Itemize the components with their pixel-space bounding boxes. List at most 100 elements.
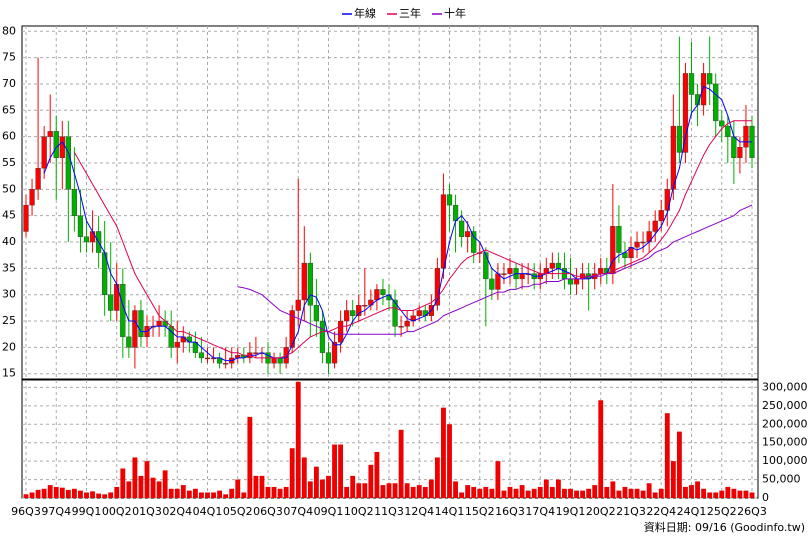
volume-bar	[453, 481, 458, 498]
volume-bar	[598, 400, 604, 498]
x-tick-label: 24Q1	[677, 505, 707, 518]
x-tick-label: 00Q2	[102, 505, 132, 518]
volume-bar	[380, 485, 386, 498]
volume-bar	[465, 485, 471, 498]
candle-body	[83, 236, 90, 243]
candle-body	[29, 189, 35, 206]
volume-bar	[392, 483, 398, 498]
volume-bar	[428, 479, 434, 498]
candle-body	[319, 320, 326, 353]
candle-body	[344, 310, 350, 322]
y-tick-label: 55	[2, 156, 16, 169]
candle-body	[23, 204, 29, 232]
volume-bar	[307, 481, 313, 498]
x-tick-label: 09Q1	[314, 505, 344, 518]
volume-bar	[713, 492, 719, 498]
volume-bar	[701, 488, 707, 498]
volume-bar	[622, 486, 628, 498]
y-tick-label: 50	[2, 182, 16, 195]
volume-bar	[23, 494, 29, 498]
volume-bar	[652, 492, 658, 498]
candle-body	[47, 131, 53, 137]
volume-bar	[350, 475, 356, 498]
y-tick-label: 80	[2, 24, 16, 37]
candle-body	[713, 83, 719, 122]
candle-body	[519, 273, 525, 280]
volume-bar	[338, 444, 344, 498]
candle-body	[41, 136, 47, 169]
volume-bar	[543, 479, 549, 498]
volume-bar	[84, 492, 89, 498]
volume-bar	[676, 431, 682, 498]
volume-bar	[507, 486, 513, 498]
candle-body	[289, 310, 295, 348]
candle-body	[223, 362, 229, 365]
volume-bar	[29, 492, 35, 498]
candle-body	[610, 226, 616, 274]
volume-bar	[259, 475, 265, 498]
legend-label: 三年	[399, 6, 421, 20]
candle-body	[507, 268, 513, 274]
y-tick-label: 75	[2, 51, 16, 64]
volume-bar	[368, 464, 374, 498]
y-tick-label: 60	[2, 130, 16, 143]
x-tick-label: 97Q4	[41, 505, 71, 518]
volume-bar	[253, 475, 259, 498]
volume-bar	[313, 466, 319, 498]
volume-bar	[144, 461, 150, 498]
volume-bar	[180, 485, 186, 498]
candle-body	[331, 341, 338, 364]
candle-body	[138, 310, 144, 338]
volume-bar	[416, 485, 422, 498]
volume-bar	[289, 448, 295, 498]
volume-bar	[205, 492, 210, 498]
volume-bar	[610, 481, 616, 498]
candle-body	[549, 262, 555, 269]
candle-body	[452, 204, 459, 222]
volume-bar	[356, 483, 362, 498]
volume-panel	[21, 379, 759, 499]
volume-bar	[737, 490, 743, 498]
candle-body	[362, 305, 368, 307]
candle-body	[707, 73, 713, 85]
x-tick-label: 19Q1	[556, 505, 586, 518]
candle-body	[295, 299, 301, 311]
volume-bar	[41, 488, 47, 498]
volume-bar	[634, 488, 640, 498]
candle-body	[126, 336, 132, 348]
x-tick-label: 04Q1	[193, 505, 223, 518]
candle-body	[670, 125, 676, 190]
candle-body	[271, 357, 277, 364]
volume-bar	[47, 485, 53, 498]
volume-bar	[471, 486, 477, 498]
volume-bar	[374, 451, 380, 498]
volume-bar	[78, 490, 83, 498]
x-tick-label: 96Q3	[11, 505, 41, 518]
volume-bar	[108, 492, 114, 498]
x-tick-label: 21Q3	[616, 505, 646, 518]
candle-body	[676, 125, 683, 153]
volume-bar	[477, 488, 483, 498]
x-tick-label: 25Q2	[707, 505, 737, 518]
candle-body	[634, 241, 640, 248]
y2-tick-label: 250,000	[762, 399, 808, 412]
volume-bar	[174, 488, 180, 498]
volume-bar	[277, 488, 283, 498]
x-tick-label: 17Q4	[525, 505, 555, 518]
x-tick-label: 99Q1	[72, 505, 102, 518]
volume-bar	[65, 489, 71, 498]
candle-body	[489, 278, 495, 290]
volume-bar	[670, 461, 676, 498]
candle-body	[465, 231, 471, 237]
candle-body	[59, 136, 65, 158]
volume-bar	[592, 485, 598, 498]
volume-bar	[707, 492, 713, 498]
volume-bar	[301, 457, 307, 498]
price-panel	[21, 25, 759, 380]
volume-bar	[59, 487, 65, 498]
candle-body	[180, 336, 186, 343]
candle-body	[174, 341, 180, 348]
volume-bar	[495, 461, 501, 498]
volume-bar	[743, 490, 749, 498]
